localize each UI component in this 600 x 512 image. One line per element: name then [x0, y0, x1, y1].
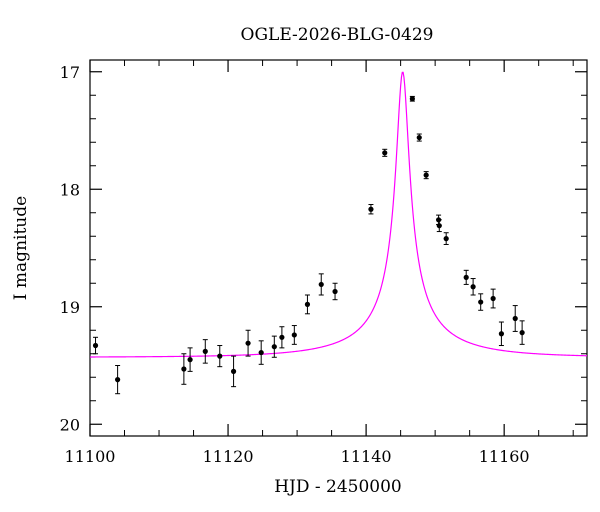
y-axis-label: I magnitude [11, 196, 31, 300]
data-point-marker [498, 331, 505, 337]
data-point [291, 325, 297, 345]
x-tick-labels: 11100 11120 11140 11160 [65, 447, 530, 466]
chart-title: OGLE-2026-BLG-0429 [241, 25, 434, 45]
data-points [92, 95, 525, 395]
data-point-marker [423, 172, 429, 178]
x-tick-label: 11140 [341, 447, 392, 466]
data-point [318, 273, 324, 296]
x-tick-label: 11160 [479, 447, 530, 466]
model-curve-group [90, 71, 588, 358]
data-point [478, 293, 484, 311]
data-point [512, 305, 518, 332]
data-point [230, 355, 237, 388]
data-point-marker [279, 334, 285, 340]
data-point [181, 353, 187, 385]
data-point-marker [470, 284, 476, 290]
data-point-marker [187, 357, 193, 363]
data-point-marker [478, 299, 484, 305]
data-point [436, 219, 442, 233]
data-point [382, 148, 388, 157]
data-point [258, 340, 264, 365]
x-tick-label: 11120 [203, 447, 254, 466]
data-point-marker [202, 348, 208, 354]
data-point [490, 288, 496, 309]
data-point-marker [271, 344, 277, 350]
data-point [416, 133, 422, 142]
data-point-marker [416, 134, 422, 141]
data-point-marker [463, 274, 469, 280]
data-point [470, 278, 476, 296]
data-point-marker [115, 377, 121, 383]
data-point-marker [291, 332, 297, 338]
data-point [463, 269, 469, 285]
data-point [409, 95, 415, 102]
data-point-marker [443, 236, 449, 242]
x-axis-label: HJD - 2450000 [274, 477, 402, 497]
data-point [202, 339, 208, 364]
minor-ticks [90, 60, 587, 436]
model-curve [90, 71, 588, 358]
data-point-marker [382, 150, 388, 156]
data-point [304, 294, 311, 315]
data-point-marker [519, 330, 525, 336]
plot-frame [89, 59, 588, 437]
data-point-marker [512, 315, 518, 322]
y-tick-label: 19 [60, 298, 80, 317]
data-point-marker [230, 368, 237, 374]
data-point-marker [409, 96, 415, 102]
data-point [368, 204, 374, 215]
data-point-marker [181, 366, 187, 372]
data-point [92, 336, 99, 355]
data-point-marker [245, 340, 251, 346]
data-point-marker [332, 288, 338, 295]
data-point-marker [217, 353, 223, 359]
major-ticks [89, 60, 587, 436]
data-point [332, 282, 338, 301]
plot-area-border [89, 59, 588, 437]
data-point [245, 329, 251, 357]
data-point-marker [304, 301, 311, 307]
y-tick-label: 17 [60, 63, 80, 82]
data-point [279, 326, 285, 349]
y-tick-label: 18 [60, 180, 80, 199]
x-tick-label: 11100 [65, 447, 116, 466]
data-point [115, 365, 121, 395]
data-point-marker [318, 281, 324, 288]
data-point [498, 321, 505, 347]
data-point [187, 347, 193, 372]
data-point [217, 345, 223, 368]
data-point-marker [490, 295, 496, 302]
data-point [519, 320, 525, 345]
y-tick-label: 20 [60, 415, 80, 434]
data-point [271, 335, 277, 358]
data-point [423, 171, 429, 180]
y-tick-labels: 17 18 19 20 [60, 63, 80, 435]
data-point-marker [436, 223, 442, 229]
data-point-marker [92, 342, 99, 349]
data-point-marker [368, 206, 374, 212]
data-point-marker [258, 349, 264, 356]
data-point [443, 232, 449, 245]
